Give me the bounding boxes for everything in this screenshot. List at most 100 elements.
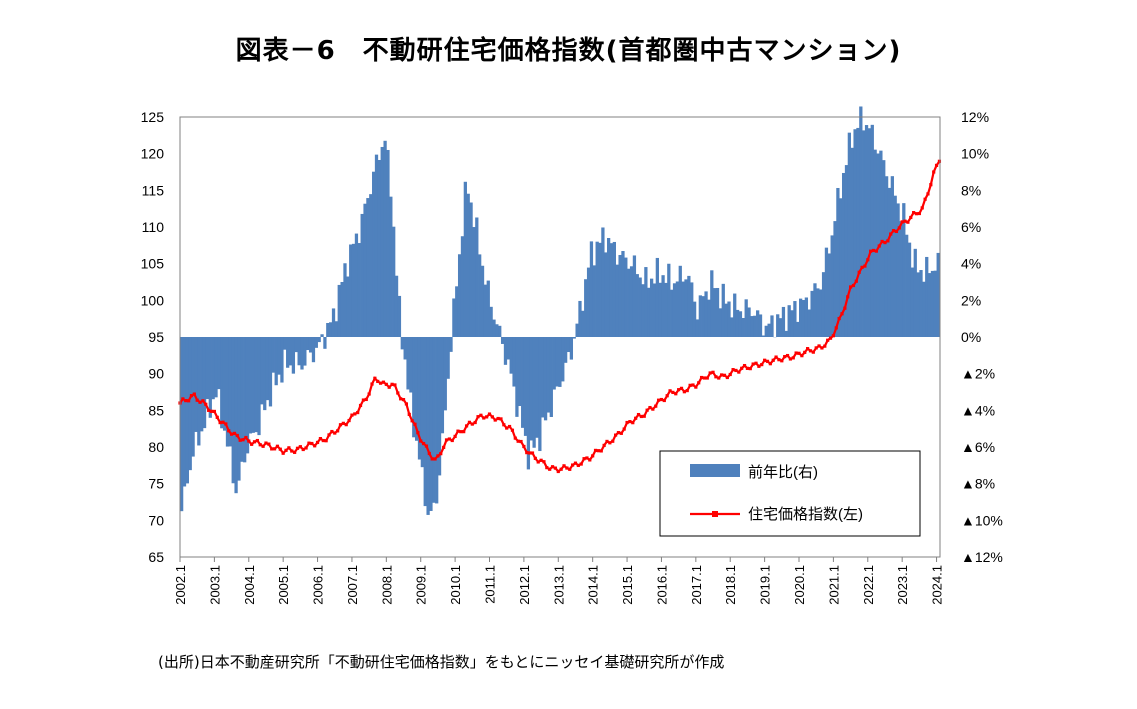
yoy-bar	[721, 283, 725, 337]
yoy-bar	[612, 241, 616, 337]
index-point	[195, 398, 199, 402]
index-point	[688, 383, 692, 387]
yoy-bar	[435, 337, 439, 504]
index-point	[447, 437, 451, 441]
x-tick-label: 2015.1	[620, 565, 635, 605]
yoy-bar	[185, 337, 189, 484]
index-point	[413, 422, 417, 426]
yoy-bar	[240, 337, 244, 462]
yoy-bar	[400, 337, 404, 350]
yoy-bar	[621, 251, 625, 337]
yoy-bar	[701, 296, 705, 337]
yoy-bar	[211, 337, 215, 400]
yoy-bar	[280, 337, 284, 383]
index-point	[863, 264, 867, 268]
index-point	[937, 159, 942, 163]
index-point	[828, 336, 833, 340]
index-point	[794, 351, 798, 355]
index-point	[290, 449, 294, 453]
index-point	[505, 426, 509, 430]
yoy-bar	[535, 337, 539, 438]
index-point	[780, 359, 784, 363]
index-point	[934, 163, 939, 167]
yoy-bar	[423, 337, 427, 507]
yoy-bar	[337, 284, 341, 337]
x-tick-label: 2023.1	[895, 565, 910, 605]
index-point	[456, 429, 460, 433]
index-point	[854, 279, 858, 283]
index-point	[608, 441, 612, 445]
yoy-bar	[392, 226, 396, 337]
yoy-bar	[884, 176, 889, 337]
yoy-bar	[426, 337, 430, 515]
yoy-bar	[675, 281, 680, 337]
index-point	[261, 444, 265, 448]
yoy-bar	[466, 193, 470, 337]
yoy-bar	[807, 309, 811, 337]
index-point	[229, 432, 234, 436]
index-point	[404, 402, 408, 406]
yoy-bar	[340, 281, 344, 337]
index-point	[806, 347, 810, 351]
left-tick-label: 105	[141, 256, 165, 272]
index-point	[212, 409, 216, 414]
right-tick-label: ▲8%	[961, 476, 995, 492]
yoy-bar	[486, 280, 490, 337]
x-tick-label: 2024.1	[930, 565, 945, 605]
index-point	[336, 429, 340, 433]
yoy-bar	[200, 337, 204, 432]
yoy-bar	[604, 252, 608, 337]
index-point	[576, 463, 580, 468]
yoy-bar	[781, 306, 786, 337]
index-point	[338, 423, 343, 427]
index-point	[668, 389, 672, 393]
yoy-bar	[738, 311, 743, 337]
yoy-bar	[844, 165, 849, 337]
yoy-bar	[343, 263, 347, 337]
x-tick-label: 2016.1	[654, 565, 669, 605]
yoy-bar	[208, 337, 212, 418]
index-point	[221, 420, 225, 424]
index-point	[295, 446, 300, 450]
yoy-bar	[864, 125, 869, 337]
index-point	[192, 392, 196, 396]
index-point	[542, 460, 546, 464]
x-tick-label: 2012.1	[517, 565, 532, 605]
yoy-bar	[225, 337, 230, 447]
yoy-bar	[412, 337, 416, 438]
yoy-bar	[655, 257, 659, 337]
index-point	[384, 382, 388, 386]
index-point	[634, 416, 638, 420]
index-point	[430, 457, 434, 461]
yoy-bar	[446, 337, 450, 379]
index-point	[871, 248, 876, 253]
yoy-bar	[483, 284, 488, 337]
index-point	[694, 385, 698, 389]
yoy-bar	[506, 337, 510, 360]
yoy-bar	[581, 310, 585, 337]
index-point	[310, 441, 314, 446]
yoy-bar	[664, 282, 668, 337]
yoy-bar	[801, 300, 806, 337]
index-point	[281, 451, 285, 455]
x-tick-label: 2011.1	[483, 565, 498, 604]
yoy-bar	[303, 337, 307, 366]
index-point	[754, 361, 758, 365]
yoy-bar	[641, 284, 645, 337]
left-tick-label: 85	[148, 402, 164, 418]
yoy-bar	[234, 337, 238, 494]
index-point	[817, 344, 821, 348]
yoy-bar	[254, 337, 258, 433]
index-point	[476, 415, 480, 419]
index-point	[616, 431, 621, 435]
index-point	[622, 427, 626, 431]
yoy-bar	[569, 337, 574, 360]
yoy-bar	[469, 202, 473, 337]
index-point	[421, 441, 426, 446]
index-point	[462, 430, 466, 434]
chart-title: 図表－6 不動研住宅価格指数(首都圏中古マンション)	[235, 36, 902, 66]
yoy-bar	[767, 323, 771, 337]
index-point	[654, 404, 658, 408]
index-point	[697, 381, 701, 385]
yoy-bar	[670, 289, 674, 337]
